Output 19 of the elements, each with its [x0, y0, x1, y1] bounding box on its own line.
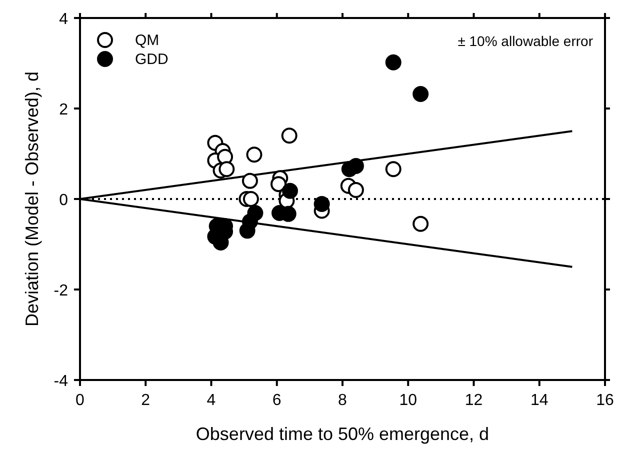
y-tick-label: 0	[59, 192, 68, 209]
legend-label: GDD	[135, 51, 168, 68]
annotation: ± 10% allowable error	[458, 33, 594, 49]
x-tick-label: 0	[76, 392, 85, 409]
y-tick-label: 2	[59, 102, 68, 118]
x-tick-label: 8	[338, 392, 348, 409]
x-tick-label: 6	[272, 392, 282, 409]
y-tick-label: -4	[54, 373, 68, 390]
y-tick-label: -2	[54, 282, 68, 300]
x-tick-label: 10	[399, 392, 418, 409]
x-tick-label: 2	[141, 392, 150, 409]
y-tick-label: 4	[59, 11, 68, 28]
y-axis-title: Deviation (Model - Observed), d	[22, 71, 42, 327]
x-tick-label: 16	[596, 392, 614, 409]
x-tick-label: 4	[206, 392, 216, 409]
x-tick-label: 12	[464, 392, 483, 409]
x-tick-label: 14	[530, 392, 548, 409]
legend-label: QM	[135, 32, 160, 49]
x-axis-title: Observed time to 50% emergence, d	[196, 424, 490, 444]
